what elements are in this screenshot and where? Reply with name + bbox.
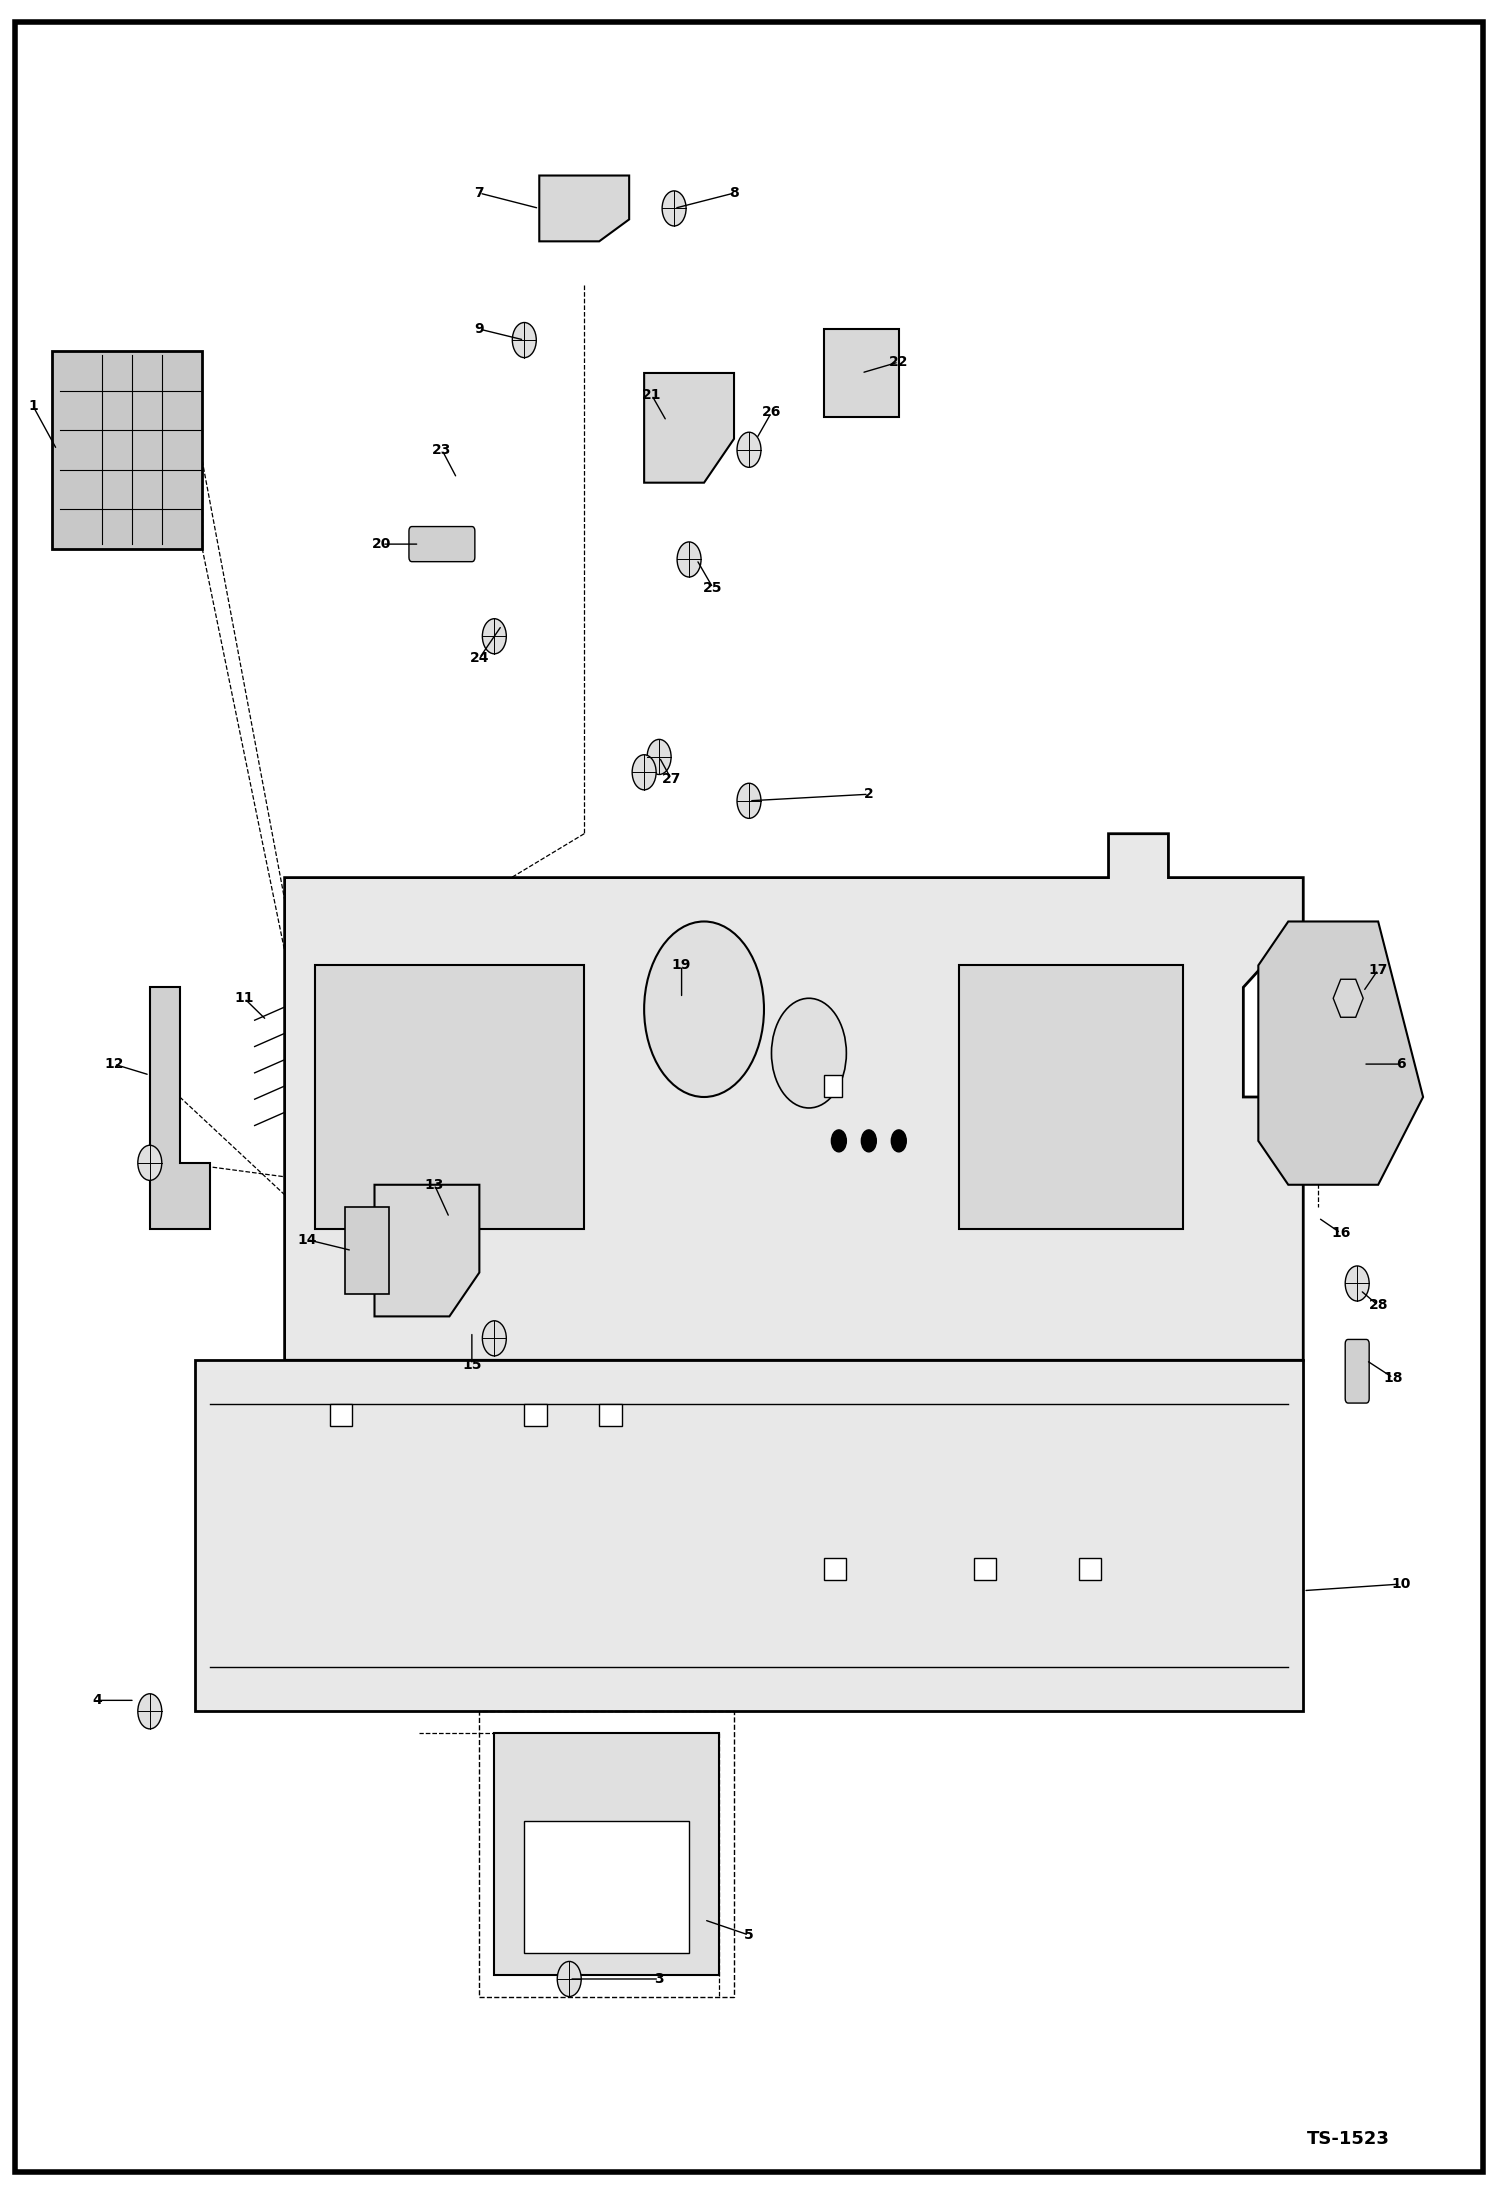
Circle shape xyxy=(632,755,656,790)
Polygon shape xyxy=(195,1360,1303,1711)
Text: 17: 17 xyxy=(1369,963,1387,976)
Text: 21: 21 xyxy=(641,388,662,402)
Text: 24: 24 xyxy=(469,652,490,665)
Bar xyxy=(524,1404,547,1426)
Circle shape xyxy=(557,1961,581,1997)
Bar xyxy=(52,351,202,548)
Bar xyxy=(330,1404,352,1426)
Polygon shape xyxy=(644,373,734,483)
Text: TS-1523: TS-1523 xyxy=(1306,2130,1390,2148)
Circle shape xyxy=(677,542,701,577)
Polygon shape xyxy=(150,987,210,1229)
Bar xyxy=(824,1558,846,1580)
Text: 28: 28 xyxy=(1368,1299,1389,1312)
Text: 9: 9 xyxy=(475,323,484,336)
Circle shape xyxy=(831,1130,846,1152)
Circle shape xyxy=(771,998,846,1108)
Polygon shape xyxy=(824,329,899,417)
Text: 16: 16 xyxy=(1332,1226,1350,1240)
Circle shape xyxy=(891,1130,906,1152)
Circle shape xyxy=(662,191,686,226)
Text: 25: 25 xyxy=(703,581,724,595)
FancyBboxPatch shape xyxy=(409,527,475,562)
Text: 19: 19 xyxy=(673,959,691,972)
Bar xyxy=(524,1821,689,1953)
Circle shape xyxy=(482,619,506,654)
FancyBboxPatch shape xyxy=(494,1733,719,1975)
Text: 27: 27 xyxy=(662,772,680,785)
Text: 5: 5 xyxy=(745,1929,753,1942)
Text: 23: 23 xyxy=(433,443,451,456)
Bar xyxy=(479,1711,734,1997)
Text: 26: 26 xyxy=(762,406,780,419)
Text: 11: 11 xyxy=(234,992,255,1005)
Circle shape xyxy=(512,323,536,358)
Text: 15: 15 xyxy=(461,1358,482,1371)
Text: 12: 12 xyxy=(103,1058,124,1071)
Polygon shape xyxy=(285,834,1303,1360)
Text: 8: 8 xyxy=(730,186,739,200)
Circle shape xyxy=(644,921,764,1097)
Text: 2: 2 xyxy=(864,788,873,801)
Polygon shape xyxy=(1333,979,1363,1018)
Text: 18: 18 xyxy=(1383,1371,1404,1384)
Circle shape xyxy=(861,1130,876,1152)
Polygon shape xyxy=(345,1207,389,1294)
Circle shape xyxy=(737,432,761,467)
Text: 13: 13 xyxy=(425,1178,443,1191)
Text: 7: 7 xyxy=(475,186,484,200)
Circle shape xyxy=(647,739,671,774)
Text: 3: 3 xyxy=(655,1972,664,1986)
Bar xyxy=(959,965,1183,1229)
Text: 22: 22 xyxy=(888,355,909,369)
Bar xyxy=(824,1075,842,1097)
Bar xyxy=(599,1404,622,1426)
Polygon shape xyxy=(374,1185,479,1316)
Text: 20: 20 xyxy=(373,538,391,551)
Polygon shape xyxy=(539,176,629,241)
Text: 10: 10 xyxy=(1392,1577,1410,1591)
FancyBboxPatch shape xyxy=(1345,1338,1369,1404)
Circle shape xyxy=(737,783,761,818)
Text: 14: 14 xyxy=(297,1233,318,1246)
Bar xyxy=(1079,1558,1101,1580)
Polygon shape xyxy=(1258,921,1423,1185)
Bar xyxy=(315,965,584,1229)
Circle shape xyxy=(138,1145,162,1180)
Circle shape xyxy=(1345,1266,1369,1301)
Text: 4: 4 xyxy=(93,1694,102,1707)
Circle shape xyxy=(138,1694,162,1729)
Bar xyxy=(974,1558,996,1580)
Text: 1: 1 xyxy=(28,399,37,412)
Text: 6: 6 xyxy=(1396,1058,1405,1071)
Circle shape xyxy=(482,1321,506,1356)
